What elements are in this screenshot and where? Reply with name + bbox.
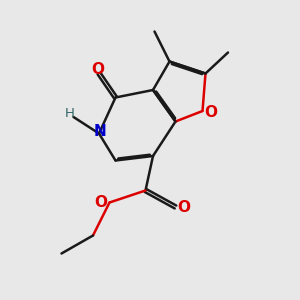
Text: H: H	[65, 107, 75, 120]
Text: O: O	[94, 195, 108, 210]
Text: O: O	[204, 105, 218, 120]
Text: O: O	[91, 62, 104, 77]
Text: N: N	[94, 124, 107, 140]
Text: O: O	[177, 200, 190, 215]
